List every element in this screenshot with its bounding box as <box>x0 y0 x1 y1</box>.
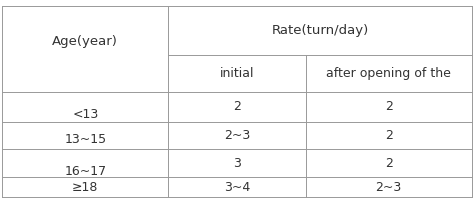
Text: 2~3: 2~3 <box>375 181 402 194</box>
Text: 13~15: 13~15 <box>64 133 106 146</box>
Text: initial: initial <box>220 67 254 80</box>
Text: 3: 3 <box>233 157 241 170</box>
Text: <13: <13 <box>72 108 99 121</box>
Text: ≥18: ≥18 <box>72 181 99 194</box>
Text: 3~4: 3~4 <box>224 181 250 194</box>
Text: 16~17: 16~17 <box>64 165 106 178</box>
Text: Age(year): Age(year) <box>53 35 118 48</box>
Text: 2~3: 2~3 <box>224 129 250 142</box>
Text: 2: 2 <box>233 100 241 113</box>
Text: after opening of the: after opening of the <box>326 67 451 80</box>
Text: Rate(turn/day): Rate(turn/day) <box>271 24 369 37</box>
Text: 2: 2 <box>385 157 392 170</box>
Text: 2: 2 <box>385 129 392 142</box>
Text: 2: 2 <box>385 100 392 113</box>
